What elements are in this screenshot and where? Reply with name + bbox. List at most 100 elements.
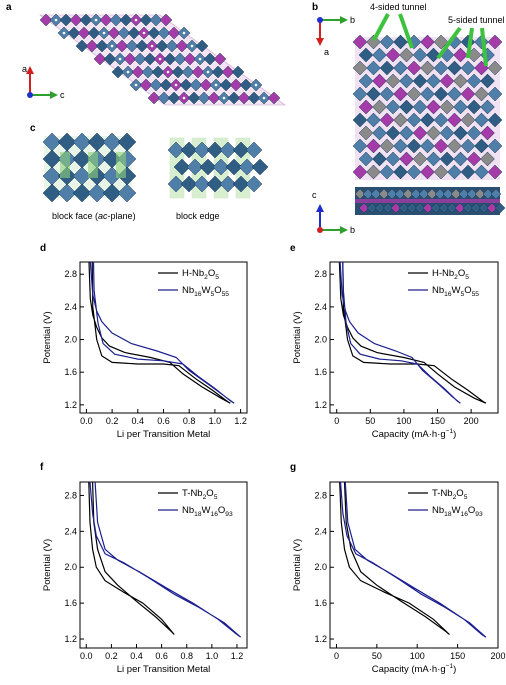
axis-b-label-top: b (350, 15, 355, 25)
x-tick-label: 0 (334, 416, 339, 426)
y-tick-label: 2.8 (64, 269, 77, 279)
octahedra-lattice-a (39, 13, 286, 106)
panel-label-a: a (6, 2, 12, 13)
plot-frame (79, 481, 248, 649)
y-axis-label: Potential (V) (42, 311, 53, 363)
x-axis-label: Li per Transition Metal (117, 429, 210, 440)
x-tick-label: 0.2 (106, 416, 119, 426)
y-tick-label: 2.8 (64, 490, 77, 500)
x-tick-label: 150 (450, 651, 465, 661)
panel-label-g: g (290, 462, 297, 473)
x-tick-label: 1.2 (234, 416, 247, 426)
y-axis-label: Potential (V) (42, 539, 53, 591)
y-tick-label: 2.0 (64, 335, 77, 345)
legend-entry-0: H-Nb2O5 (182, 268, 219, 281)
y-tick-label: 1.6 (64, 367, 77, 377)
y-tick-label: 1.2 (64, 634, 77, 644)
plot-frame (329, 481, 499, 649)
legend-entry-1: Nb18W16O93 (432, 505, 483, 518)
legend-entry-0: T-Nb2O5 (432, 488, 468, 501)
y-tick-label: 1.2 (314, 634, 327, 644)
x-tick-label: 1.0 (209, 416, 222, 426)
chart-g: 0 50 100 150 200 1.2 1.6 2.0 2.4 2.8 Capacity (mA·… (292, 481, 506, 675)
x-tick-label: 1.2 (231, 651, 244, 661)
legend-entry-1: Nb16W5O55 (182, 285, 229, 298)
x-tick-label: 0.0 (80, 416, 93, 426)
crystal-structure-a: a c (22, 13, 286, 106)
y-tick-label: 2.4 (314, 526, 327, 536)
x-axis-label: Capacity (mA·h·g−1) (372, 428, 457, 440)
series-line-1 (89, 482, 242, 638)
series-line-1 (339, 262, 461, 404)
x-tick-label: 0 (334, 651, 339, 661)
legend-entry-1: Nb18W16O93 (182, 505, 233, 518)
y-tick-label: 2.8 (314, 269, 327, 279)
y-tick-label: 2.4 (64, 302, 77, 312)
x-tick-label: 100 (410, 651, 425, 661)
axis-c-label-bottom: c (312, 190, 317, 200)
axis-c-label: c (60, 90, 65, 100)
axis-b-label-bottom: b (350, 225, 355, 235)
block-structures-c (42, 132, 269, 203)
chart-f: 0.0 0.2 0.4 0.6 0.8 1.0 1.2 1.2 1.6 2.0 2.4 2.8 Li p… (42, 481, 248, 675)
chart-d: 0.0 0.2 0.4 0.6 0.8 1.0 1.2 1.2 1.6 2.0 2.4 2.8 Li p… (42, 261, 248, 440)
y-tick-label: 2.4 (64, 526, 77, 536)
plot-frame (79, 261, 248, 414)
x-tick-label: 0.8 (183, 416, 196, 426)
panel-label-f: f (40, 462, 44, 473)
plot-frame (329, 261, 499, 414)
x-tick-label: 0.8 (180, 651, 193, 661)
y-tick-label: 2.0 (64, 562, 77, 572)
x-tick-label: 0.0 (80, 651, 93, 661)
x-tick-label: 50 (365, 416, 375, 426)
series-line-1 (89, 262, 235, 404)
y-tick-label: 2.0 (314, 562, 327, 572)
legend-entry-0: T-Nb2O5 (182, 488, 218, 501)
y-tick-label: 1.6 (64, 598, 77, 608)
panel-label-e: e (290, 243, 296, 254)
axis-a-label: a (22, 64, 27, 74)
x-tick-label: 200 (490, 651, 505, 661)
y-axis-label: Potential (V) (292, 539, 303, 591)
legend-entry-1: Nb16W5O55 (432, 285, 479, 298)
annotation-5-sided-tunnel: 5-sided tunnel (448, 15, 505, 25)
x-tick-label: 50 (372, 651, 382, 661)
x-tick-label: 0.6 (155, 651, 168, 661)
block-edge-structure (167, 137, 269, 199)
caption-block-edge: block edge (176, 211, 220, 221)
legend-entry-0: H-Nb2O5 (432, 268, 469, 281)
x-tick-label: 150 (430, 416, 445, 426)
panel-label-d: d (40, 243, 47, 254)
panel-label-c: c (30, 123, 36, 134)
octahedra-chain-b (354, 187, 506, 215)
y-tick-label: 2.8 (314, 490, 327, 500)
y-tick-label: 1.6 (314, 367, 327, 377)
x-tick-label: 1.0 (206, 651, 219, 661)
y-axis-label: Potential (V) (292, 311, 303, 363)
series-line-1 (339, 482, 487, 638)
y-tick-label: 2.0 (314, 335, 327, 345)
crystal-structure-b: b a 4-sided tunnel 5-sided tunnel c b (312, 2, 506, 235)
x-axis-label: Capacity (mA·h·g−1) (372, 663, 457, 675)
x-tick-label: 0.4 (130, 651, 143, 661)
x-tick-label: 0.2 (105, 651, 118, 661)
y-tick-label: 1.2 (64, 400, 77, 410)
series-line-0 (339, 482, 450, 635)
y-tick-label: 1.2 (314, 400, 327, 410)
chart-e: 0 50 100 150 200 1.2 1.6 2.0 2.4 2.8 Capacity (mA·… (292, 261, 499, 440)
caption-block-face: block face (ac-plane) (52, 211, 136, 221)
annotation-4-sided-tunnel: 4-sided tunnel (370, 2, 427, 12)
axis-a-label-top: a (324, 47, 329, 57)
block-face-structure (42, 132, 137, 203)
series-line-0 (88, 262, 231, 404)
x-tick-label: 100 (396, 416, 411, 426)
tunnel-arrows (372, 13, 488, 67)
y-tick-label: 1.6 (314, 598, 327, 608)
octahedra-lattice-b (352, 34, 503, 180)
y-tick-label: 2.4 (314, 302, 327, 312)
x-tick-label: 0.6 (157, 416, 170, 426)
x-axis-label: Li per Transition Metal (117, 664, 210, 675)
panel-label-b: b (312, 2, 319, 13)
x-tick-label: 200 (464, 416, 479, 426)
series-line-0 (88, 482, 175, 635)
